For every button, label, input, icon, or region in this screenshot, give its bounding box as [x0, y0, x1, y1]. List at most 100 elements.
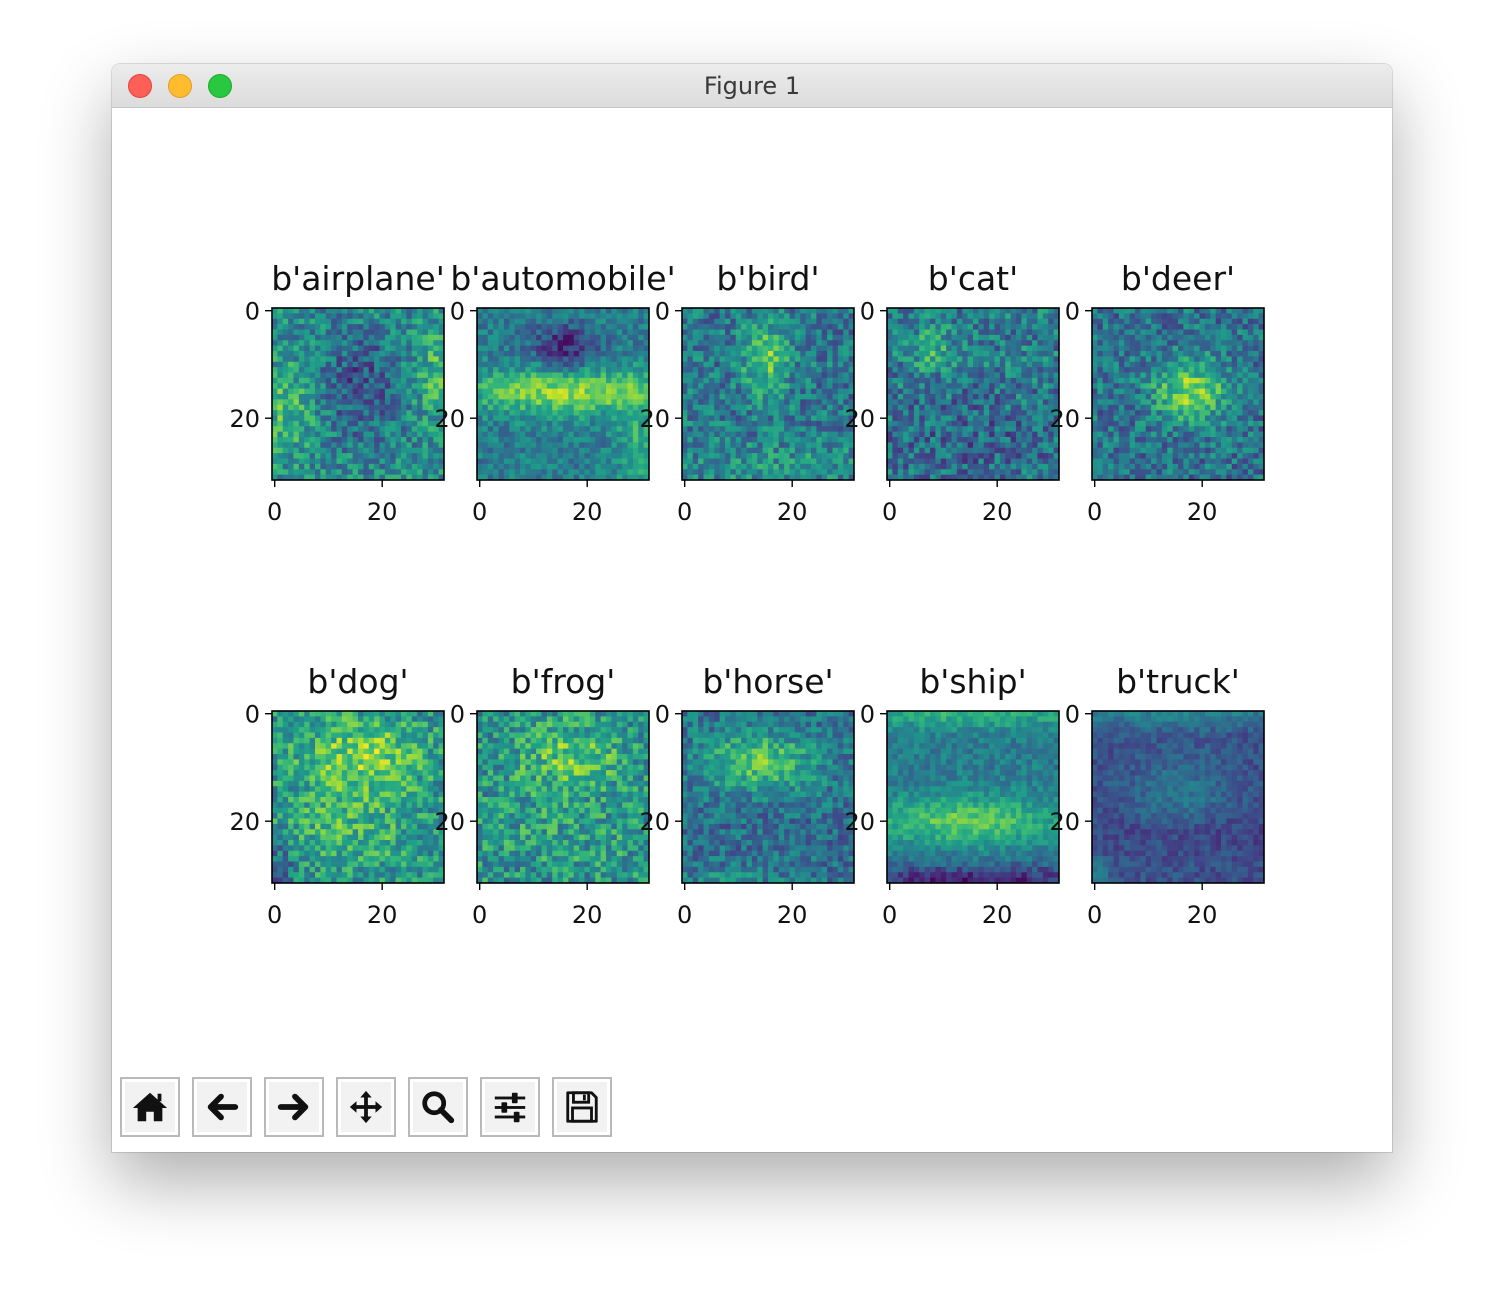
y-tick-label: 20	[229, 808, 260, 836]
subplot-panel: b'horse' 0 20 0 20	[639, 662, 855, 929]
subplot-title: b'dog'	[307, 662, 408, 701]
heatmap-image	[1092, 308, 1265, 481]
y-tick-label: 0	[245, 701, 260, 729]
x-tick-label: 20	[982, 498, 1013, 526]
heatmap-image	[272, 308, 445, 481]
subplot-title: b'horse'	[702, 662, 833, 701]
subplot-panel: b'airplane' 0 20 0 20	[229, 259, 444, 526]
home-icon	[132, 1092, 168, 1122]
x-tick-label: 0	[267, 901, 282, 929]
x-tick-label: 0	[677, 901, 692, 929]
subplot-panel: b'truck' 0 20 0 20	[1049, 662, 1265, 929]
home-button[interactable]	[120, 1077, 180, 1137]
back-button[interactable]	[192, 1077, 252, 1137]
navigation-toolbar	[112, 1068, 1392, 1152]
zoom-button[interactable]	[208, 74, 232, 98]
x-tick-label: 0	[882, 901, 897, 929]
subplot-title: b'bird'	[716, 259, 819, 298]
arrow-right-icon	[277, 1093, 309, 1121]
subplot-title: b'frog'	[511, 662, 616, 701]
heatmap-image	[682, 308, 855, 481]
figure-canvas[interactable]: b'airplane' 0 20 0 20 b'automobile' 0 20 0 20 b'bi…	[112, 108, 1392, 1068]
y-tick-label: 0	[860, 298, 875, 326]
figure-window: Figure 1 b'airplane' 0 20 0 20 b'automobile' 0…	[112, 64, 1392, 1152]
y-tick-label: 20	[844, 405, 875, 433]
subplot-panel: b'bird' 0 20 0 20	[639, 259, 855, 526]
x-tick-label: 20	[367, 901, 398, 929]
floppy-disk-icon	[566, 1091, 598, 1123]
x-tick-label: 20	[1187, 901, 1218, 929]
y-tick-label: 20	[1049, 808, 1080, 836]
heatmap-image	[272, 711, 445, 884]
configure-subplots-button[interactable]	[480, 1077, 540, 1137]
minimize-button[interactable]	[168, 74, 192, 98]
y-tick-label: 0	[1065, 298, 1080, 326]
x-tick-label: 0	[472, 901, 487, 929]
x-tick-label: 20	[572, 901, 603, 929]
arrow-left-icon	[207, 1093, 239, 1121]
y-tick-label: 20	[844, 808, 875, 836]
x-tick-label: 20	[1187, 498, 1218, 526]
x-tick-label: 0	[472, 498, 487, 526]
zoom-tool-button[interactable]	[408, 1077, 468, 1137]
heatmap-image	[887, 711, 1060, 884]
heatmap-image	[1092, 711, 1265, 884]
sliders-icon	[494, 1092, 526, 1123]
heatmap-image	[682, 711, 855, 884]
x-tick-label: 0	[1087, 498, 1102, 526]
y-tick-label: 20	[639, 405, 670, 433]
x-tick-label: 20	[367, 498, 398, 526]
x-tick-label: 0	[882, 498, 897, 526]
x-tick-label: 20	[777, 498, 808, 526]
subplot-title: b'deer'	[1121, 259, 1235, 298]
subplot-panel: b'deer' 0 20 0 20	[1049, 259, 1265, 526]
y-tick-label: 0	[655, 298, 670, 326]
axes-frame	[476, 307, 650, 481]
heatmap-image	[887, 308, 1060, 481]
x-tick-label: 20	[572, 498, 603, 526]
subplot-title: b'truck'	[1116, 662, 1240, 701]
axes-frame	[1091, 710, 1265, 884]
move-icon	[349, 1090, 383, 1124]
window-title: Figure 1	[703, 72, 801, 100]
x-tick-label: 0	[677, 498, 692, 526]
subplot-title: b'cat'	[928, 259, 1018, 298]
magnifier-icon	[422, 1091, 455, 1124]
title-bar[interactable]: Figure 1	[112, 64, 1392, 108]
subplot-panel: b'cat' 0 20 0 20	[844, 259, 1060, 526]
x-tick-label: 0	[1087, 901, 1102, 929]
heatmap-image	[477, 308, 650, 481]
y-tick-label: 0	[1065, 701, 1080, 729]
y-tick-label: 20	[434, 808, 465, 836]
y-tick-label: 0	[450, 298, 465, 326]
axes-frame	[681, 710, 855, 884]
x-tick-label: 20	[982, 901, 1013, 929]
axes-frame	[681, 307, 855, 481]
axes-frame	[1091, 307, 1265, 481]
y-tick-label: 20	[434, 405, 465, 433]
y-tick-label: 0	[450, 701, 465, 729]
axes-frame	[271, 710, 445, 884]
subplot-title: b'airplane'	[271, 259, 445, 298]
y-tick-label: 0	[860, 701, 875, 729]
forward-button[interactable]	[264, 1077, 324, 1137]
subplot-panel: b'dog' 0 20 0 20	[229, 662, 445, 929]
y-tick-label: 0	[245, 298, 260, 326]
axes-frame	[886, 307, 1060, 481]
y-tick-label: 0	[655, 701, 670, 729]
x-tick-label: 0	[267, 498, 282, 526]
pan-button[interactable]	[336, 1077, 396, 1137]
subplot-panel: b'ship' 0 20 0 20	[844, 662, 1060, 929]
subplot-panel: b'frog' 0 20 0 20	[434, 662, 650, 929]
close-button[interactable]	[128, 74, 152, 98]
x-tick-label: 20	[777, 901, 808, 929]
axes-frame	[476, 710, 650, 884]
subplot-title: b'automobile'	[450, 259, 675, 298]
axes-frame	[886, 710, 1060, 884]
heatmap-image	[477, 711, 650, 884]
axes-frame	[271, 307, 445, 481]
save-button[interactable]	[552, 1077, 612, 1137]
subplot-title: b'ship'	[919, 662, 1026, 701]
